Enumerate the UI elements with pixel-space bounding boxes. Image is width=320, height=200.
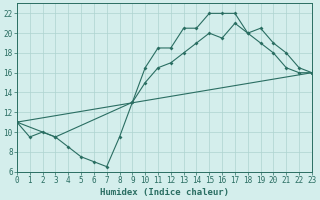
X-axis label: Humidex (Indice chaleur): Humidex (Indice chaleur) <box>100 188 229 197</box>
